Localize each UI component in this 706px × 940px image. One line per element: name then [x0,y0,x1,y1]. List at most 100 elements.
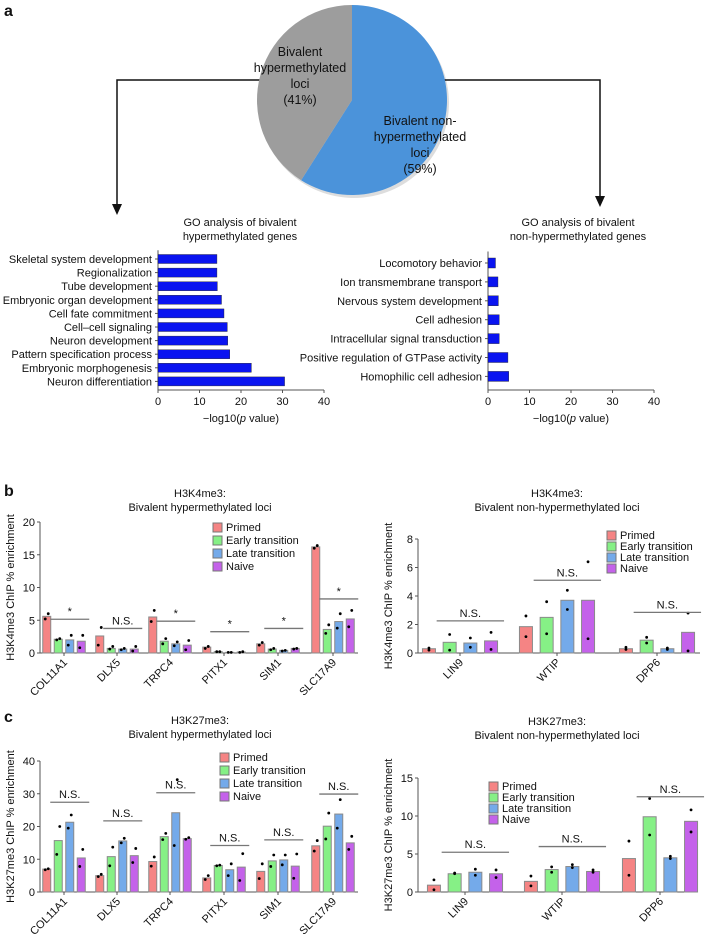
bar [213,651,223,654]
bar [447,873,462,893]
replicate-dot [78,865,82,868]
legend-swatch [488,803,499,814]
significance-label: N.S. [165,780,186,792]
y-tick-label: 15 [401,773,413,785]
panel-label-c: c [4,709,13,726]
pie-slice-label: (59%) [403,162,436,176]
replicate-dot [43,617,47,621]
bar [345,618,355,654]
y-tick-label: 10 [23,854,35,866]
significance-label: N.S. [465,839,486,851]
replicate-dot [350,609,354,612]
bar [225,651,235,654]
bar [171,643,181,654]
legend-swatch [606,552,617,563]
replicate-dot [295,852,299,856]
bar [182,838,192,893]
replicate-dot [229,862,233,866]
replicate-dot [226,874,230,878]
legend-label: Primed [233,752,268,764]
replicate-dot [338,612,342,616]
chart-title: Bivalent hypermethylated loci [128,729,271,741]
bar [487,276,499,288]
legend-swatch [606,530,617,541]
bar [118,840,128,893]
replicate-dot [529,874,533,878]
bar [157,295,222,305]
legend-swatch [606,541,617,552]
category-label: Homophilic cell adhesion [360,371,482,383]
replicate-dot [468,645,472,649]
replicate-dot [550,865,554,869]
replicate-dot [43,868,47,872]
bar [157,376,285,387]
replicate-dot [66,826,70,830]
x-tick-label: 0 [155,396,161,408]
x-tick-label: 10 [193,396,205,408]
replicate-dot [69,813,73,817]
legend-swatch [219,765,230,776]
replicate-dot [122,647,126,650]
x-axis-label: −log10(p value) [203,413,279,425]
gene-label: SLC17A9 [297,657,339,699]
legend-label: Late transition [502,803,571,815]
replicate-dot [565,608,569,611]
replicate-dot [665,646,669,650]
replicate-dot [545,632,549,636]
significance-label: N.S. [557,567,578,579]
bar [157,267,218,278]
y-tick-label: 30 [23,789,35,801]
legend-label: Late transition [233,778,302,790]
y-axis-label: H3K27me3 ChIP % enrichment [5,750,17,903]
bar [586,870,601,893]
replicate-dot [122,836,126,840]
bar [157,308,225,319]
replicate-dot [257,877,261,880]
bar [663,857,678,893]
bar [442,641,457,654]
replicate-dot [81,848,85,851]
replicate-dot [586,637,590,641]
go-bar-chart: GO analysis of bivalent hypermethylated g… [3,217,330,425]
bar [42,868,52,893]
replicate-dot [494,868,498,872]
y-tick-label: 5 [29,615,35,627]
x-tick-label: 20 [235,396,247,408]
bar [95,635,105,654]
replicate-dot [164,637,168,640]
replicate-dot [315,839,319,842]
bar [129,855,139,893]
replicate-dot [99,626,103,629]
bar [322,628,332,654]
replicate-dot [432,888,436,892]
legend-label: Naive [226,561,254,573]
bar [642,816,657,893]
legend-label: Primed [620,530,655,542]
bar [468,871,483,893]
replicate-dot [238,650,242,654]
bar [681,631,696,654]
gene-label: DPP6 [637,896,666,925]
y-tick-label: 0 [407,648,413,660]
x-axis-label: −log10(p value) [533,413,609,425]
replicate-dot [524,614,528,618]
bar [565,866,580,893]
replicate-dot [55,852,59,856]
legend-swatch [219,752,230,763]
category-label: Nervous system development [337,296,482,308]
bar [334,621,344,654]
bar [157,349,230,359]
replicate-dot [280,649,284,653]
replicate-dot [668,857,672,860]
pie-slice-label: Bivalent non- [384,114,457,128]
replicate-dot [312,546,316,550]
replicate-dot [69,633,73,637]
replicate-dot [96,875,100,879]
replicate-dot [164,831,168,835]
legend-label: Early transition [502,792,575,804]
bar [267,860,277,893]
x-tick-label: 30 [606,396,618,408]
y-tick-label: 0 [29,887,35,899]
replicate-dot [570,866,574,870]
replicate-dot [218,650,222,654]
